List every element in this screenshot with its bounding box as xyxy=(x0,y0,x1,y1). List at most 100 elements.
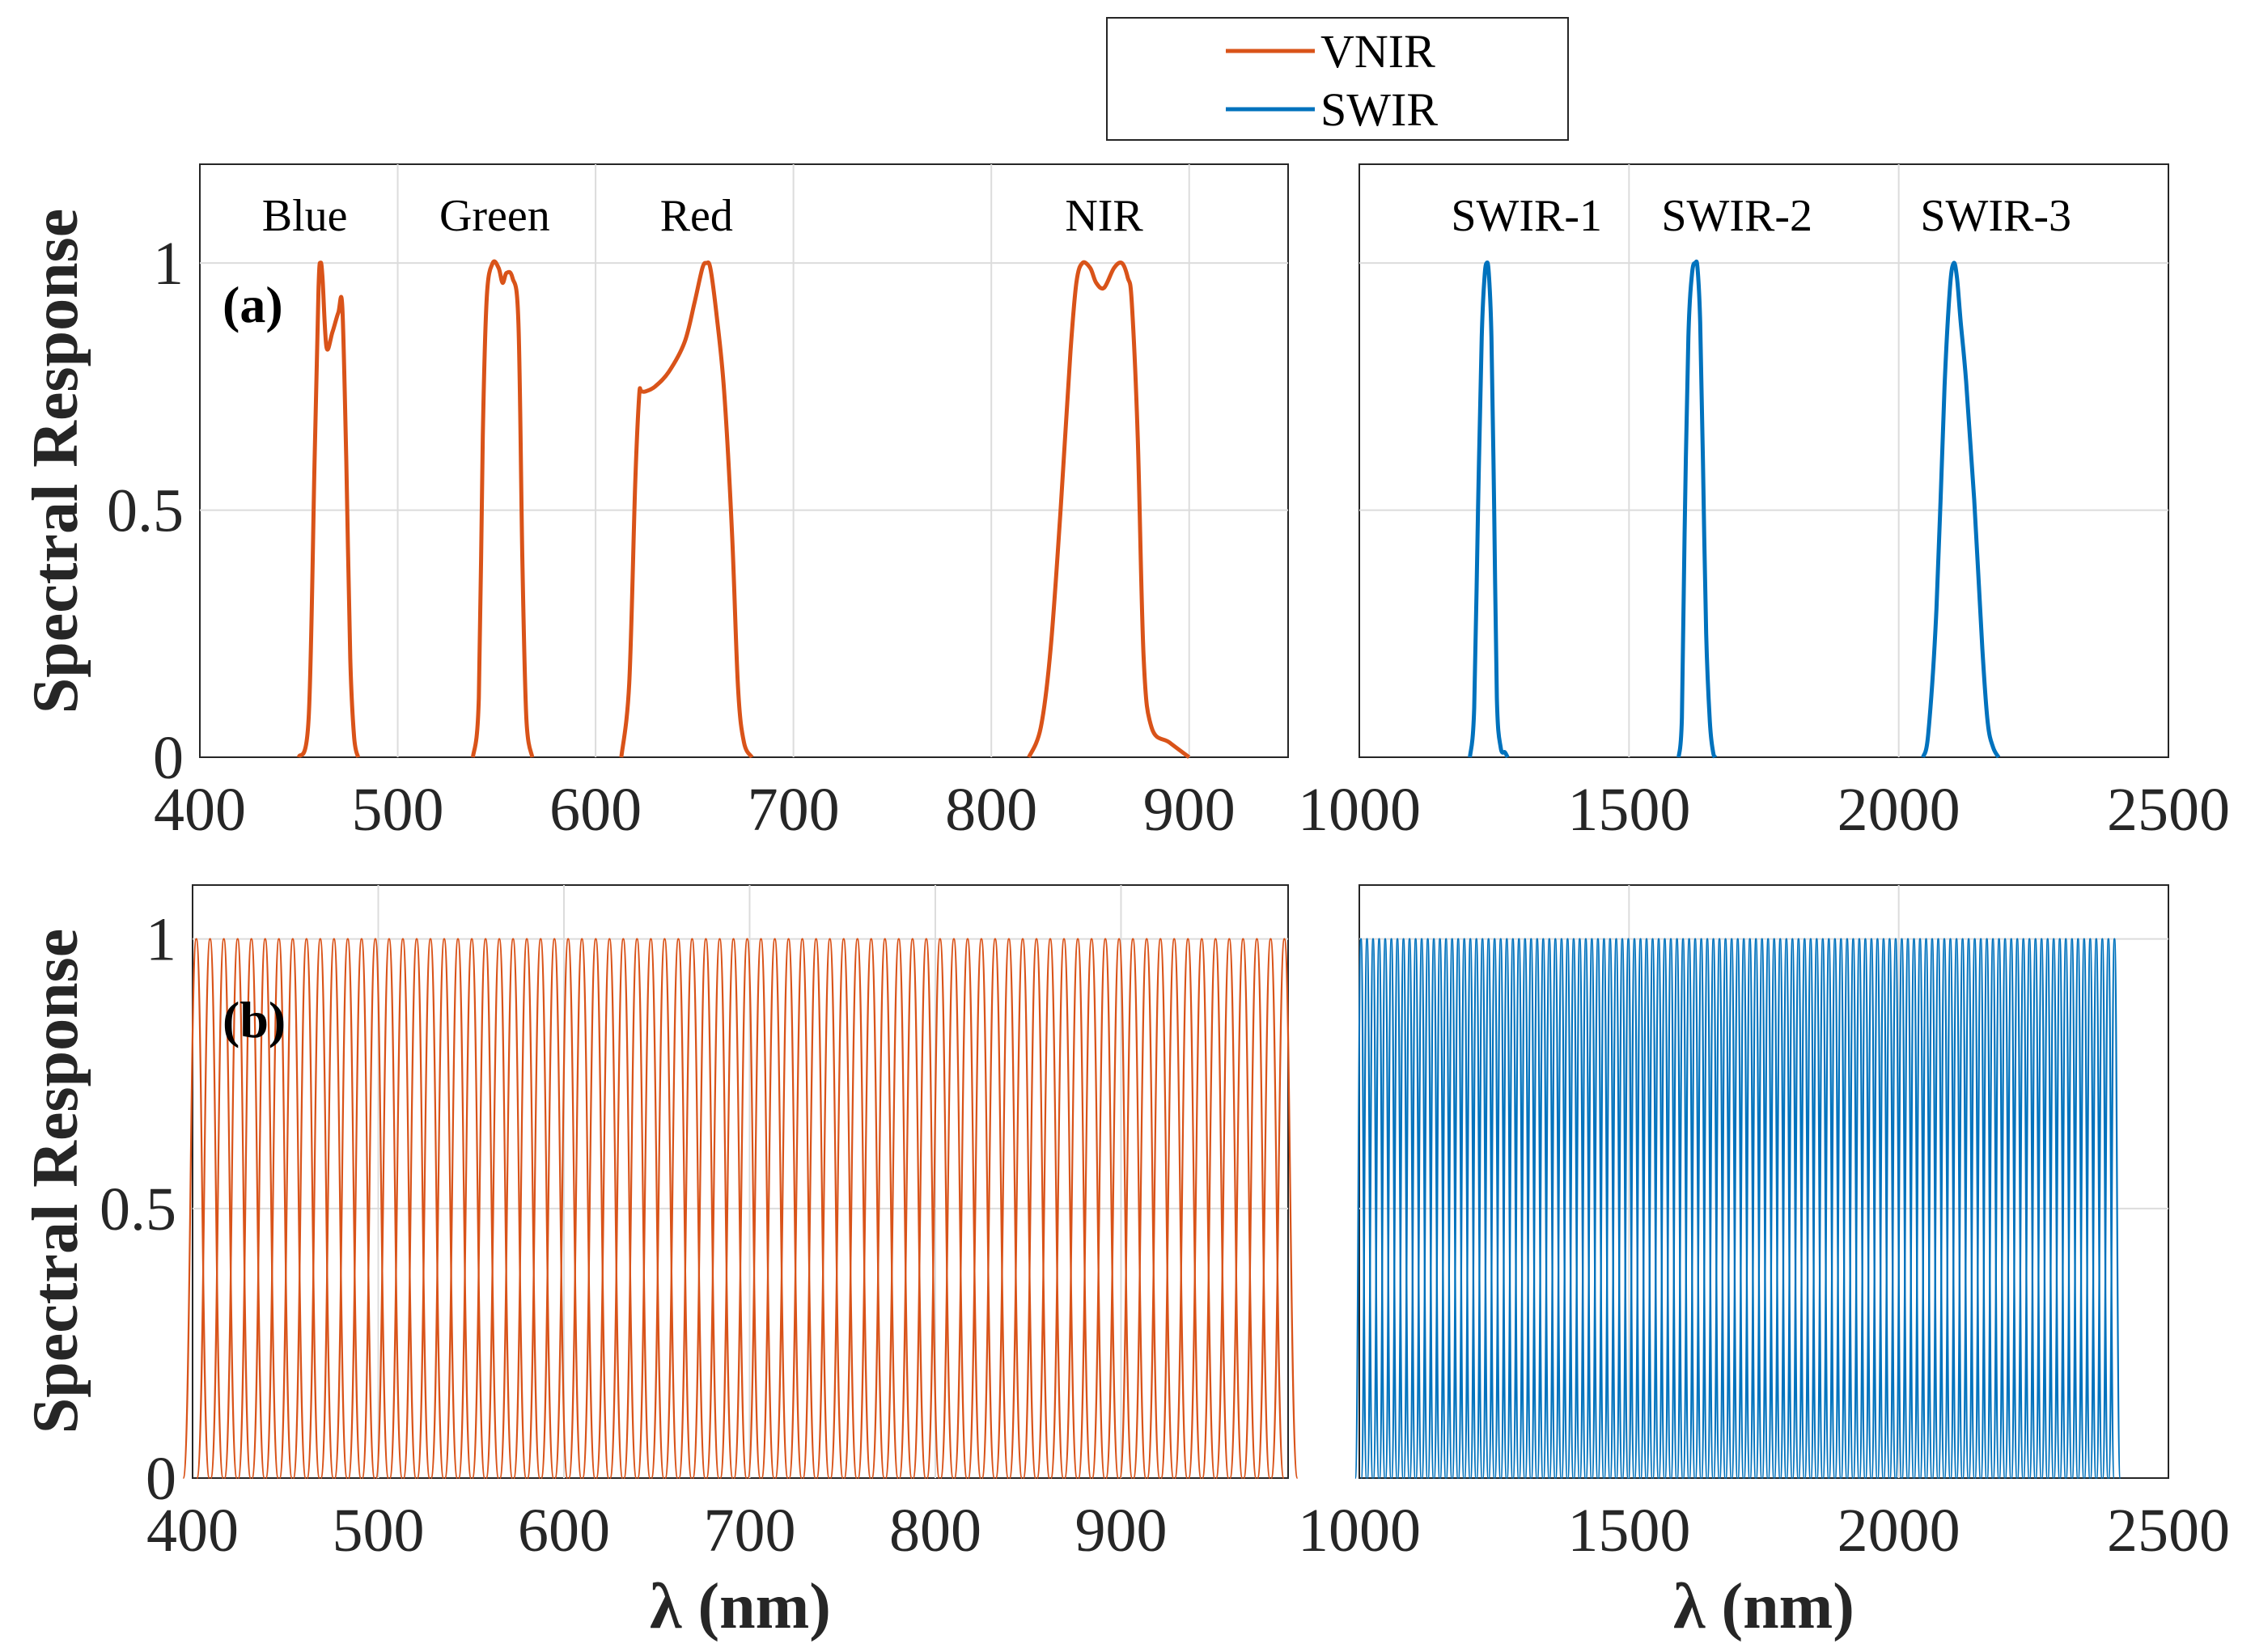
x-tick-label: 2500 xyxy=(2107,776,2230,844)
x-axis-label: λ (nm) xyxy=(1673,1571,1854,1642)
comb-peak xyxy=(1852,938,1867,1480)
y-tick-label: 0.5 xyxy=(100,1175,176,1243)
comb-peak xyxy=(1202,938,1230,1480)
comb-peak xyxy=(1682,938,1696,1480)
comb-peak xyxy=(223,938,252,1480)
comb-peak xyxy=(1433,938,1447,1480)
comb-peak xyxy=(1597,938,1611,1480)
comb-peak xyxy=(939,938,969,1480)
legend-label-vnir: VNIR xyxy=(1320,25,1435,78)
comb-peak xyxy=(596,938,624,1480)
y-tick-label: 1 xyxy=(153,230,184,298)
comb-peak xyxy=(2101,938,2116,1480)
comb-peak xyxy=(1372,938,1386,1480)
comb-peak xyxy=(706,938,734,1480)
comb-peak xyxy=(1749,938,1763,1480)
comb-peak xyxy=(1712,938,1727,1480)
comb-peak xyxy=(1603,938,1617,1480)
comb-peak xyxy=(1579,938,1593,1480)
comb-peak xyxy=(2035,938,2049,1480)
y-tick-label: 0 xyxy=(146,1445,176,1513)
comb-peak xyxy=(1174,938,1202,1480)
comb-peak xyxy=(2053,938,2066,1480)
y-tick-label: 0.5 xyxy=(107,477,184,545)
comb-peak xyxy=(1378,938,1392,1480)
comb-peak xyxy=(443,938,473,1480)
comb-peak xyxy=(1864,938,1879,1480)
comb-peak xyxy=(1724,938,1739,1480)
band-label: SWIR-1 xyxy=(1451,191,1602,241)
comb-peak xyxy=(1943,938,1957,1480)
band-label: NIR xyxy=(1065,191,1143,241)
comb-peak xyxy=(210,938,238,1480)
comb-peak xyxy=(2004,938,2018,1480)
comb-peak xyxy=(1188,938,1216,1480)
x-tick-label: 800 xyxy=(945,776,1037,844)
comb-peak xyxy=(1791,938,1805,1480)
comb-peak xyxy=(1627,938,1642,1480)
series-line-nir xyxy=(1027,260,1191,759)
comb-peak xyxy=(1774,938,1787,1480)
axes-frame xyxy=(199,163,1289,758)
comb-peak xyxy=(1402,938,1417,1480)
comb-peak xyxy=(1956,938,1969,1480)
comb-peak xyxy=(678,938,706,1480)
comb-peak xyxy=(1063,938,1092,1480)
band-label: SWIR-3 xyxy=(1920,191,2071,241)
comb-peak xyxy=(994,938,1024,1480)
x-tick-label: 900 xyxy=(1143,776,1236,844)
comb-peak xyxy=(1390,938,1405,1480)
comb-peak xyxy=(2108,938,2121,1480)
comb-peak xyxy=(1840,938,1854,1480)
comb-peak xyxy=(1621,938,1635,1480)
comb-peak xyxy=(1859,938,1872,1480)
x-tick-label: 2000 xyxy=(1837,776,1960,844)
comb-peak xyxy=(761,938,789,1480)
comb-peak xyxy=(1542,938,1557,1480)
x-tick-label: 1000 xyxy=(1298,776,1421,844)
comb-peak xyxy=(1810,938,1824,1480)
comb-peak xyxy=(1537,938,1550,1480)
comb-peak xyxy=(1646,938,1659,1480)
comb-peak xyxy=(265,938,293,1480)
comb-peak xyxy=(1566,938,1581,1480)
x-tick-label: 1500 xyxy=(1567,1497,1690,1565)
comb-peak xyxy=(609,938,638,1480)
comb-peak xyxy=(347,938,376,1480)
x-tick-label: 1500 xyxy=(1567,776,1690,844)
comb-peak xyxy=(1457,938,1471,1480)
comb-peak xyxy=(1786,938,1799,1480)
comb-peak xyxy=(1755,938,1769,1480)
x-tick-label: 700 xyxy=(748,776,840,844)
comb-peak xyxy=(1688,938,1702,1480)
comb-peak xyxy=(1397,938,1410,1480)
comb-peak xyxy=(747,938,775,1480)
x-tick-label: 1000 xyxy=(1298,1497,1421,1565)
comb-peak xyxy=(1998,938,2012,1480)
comb-peak xyxy=(1694,938,1708,1480)
comb-peak xyxy=(829,938,858,1480)
band-label: SWIR-2 xyxy=(1661,191,1812,241)
comb-peak xyxy=(526,938,555,1480)
comb-peak xyxy=(568,938,596,1480)
comb-peak xyxy=(623,938,651,1480)
comb-peak xyxy=(651,938,679,1480)
comb-peak xyxy=(2096,938,2109,1480)
comb-peak xyxy=(1931,938,1945,1480)
comb-peak xyxy=(1706,938,1720,1480)
comb-peak xyxy=(1804,938,1817,1480)
comb-peak xyxy=(857,938,885,1480)
comb-peak xyxy=(278,938,307,1480)
comb-peak xyxy=(457,938,486,1480)
comb-peak xyxy=(2041,938,2054,1480)
series-line-green xyxy=(471,259,535,758)
comb-peak xyxy=(1561,938,1575,1480)
comb-peak xyxy=(430,938,459,1480)
comb-peak xyxy=(719,938,748,1480)
comb-peak xyxy=(2065,938,2079,1480)
comb-peak xyxy=(802,938,830,1480)
comb-peak xyxy=(1549,938,1562,1480)
comb-peak xyxy=(1500,938,1514,1480)
legend-box xyxy=(1106,17,1569,141)
